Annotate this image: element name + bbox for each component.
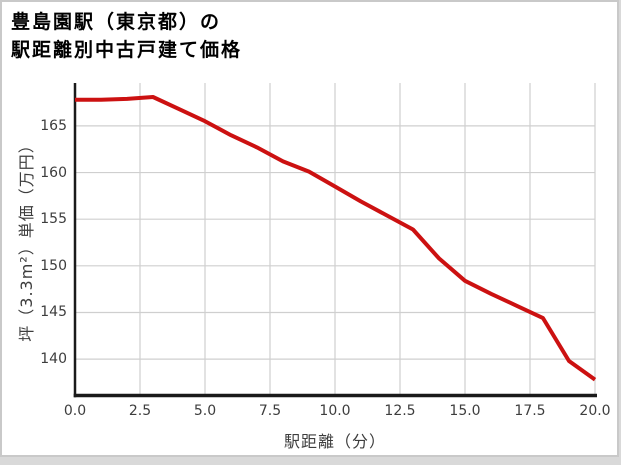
x-axis-label: 駅距離（分） xyxy=(283,432,387,451)
x-tick-label: 20.0 xyxy=(579,403,611,419)
y-tick-label: 165 xyxy=(40,117,67,134)
x-tick-label: 15.0 xyxy=(449,403,481,419)
chart-title-line-2: 駅距離別中古戸建て価格 xyxy=(11,39,243,61)
x-tick-label: 12.5 xyxy=(384,403,416,419)
y-tick-label: 155 xyxy=(40,211,67,228)
x-tick-label: 10.0 xyxy=(319,403,351,419)
x-tick-label: 2.5 xyxy=(128,403,152,419)
chart-title-line-1: 豊島園駅（東京都）の xyxy=(11,11,222,33)
y-tick-label: 150 xyxy=(40,257,67,274)
x-tick-label: 5.0 xyxy=(193,403,217,419)
price-line-series xyxy=(75,95,597,382)
x-tick-label: 17.5 xyxy=(514,403,546,419)
y-tick-label: 160 xyxy=(40,164,67,181)
x-tick-label: 7.5 xyxy=(258,403,282,419)
y-tick-label: 140 xyxy=(40,351,67,368)
x-tick-label: 0.0 xyxy=(63,403,87,419)
chart-card xyxy=(0,0,619,457)
y-tick-label: 145 xyxy=(40,304,67,321)
